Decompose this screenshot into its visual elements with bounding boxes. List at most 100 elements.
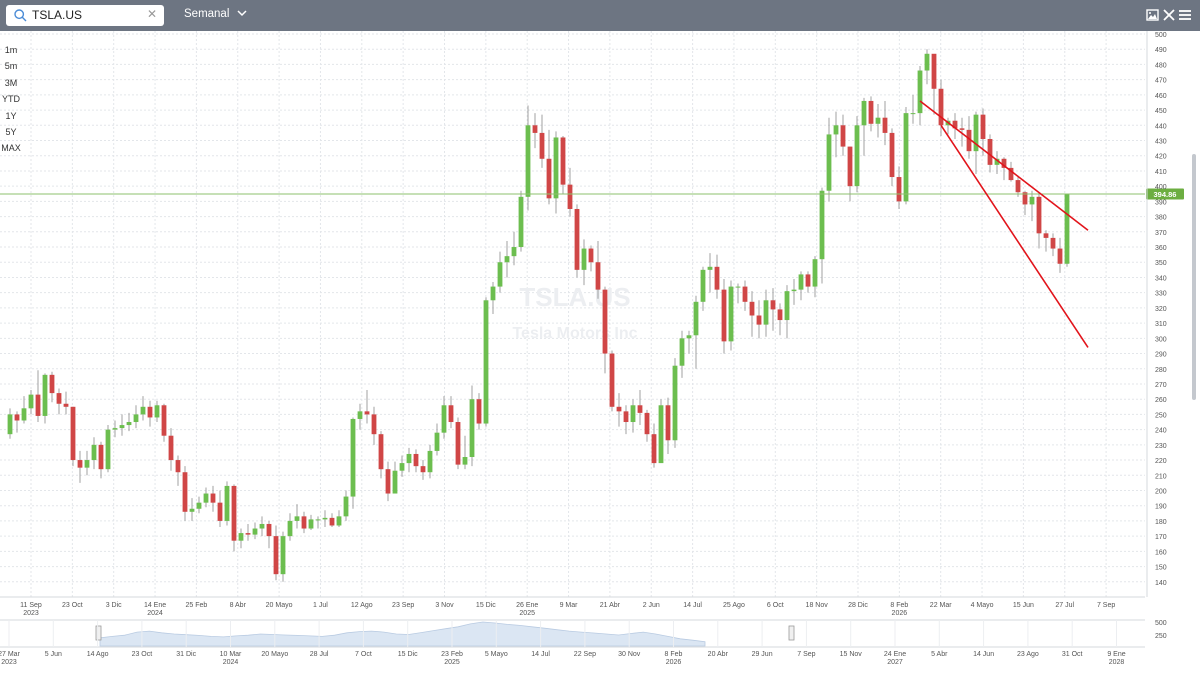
candle [238,528,244,549]
candle [931,53,937,115]
candle [105,425,111,473]
navigator-x-label: 27 Mar [0,651,21,658]
candle-body [588,248,594,263]
range-5m[interactable]: 5m [4,61,18,72]
y-tick-label: 320 [1155,306,1167,313]
candle-body [707,266,713,270]
y-tick-label: 230 [1155,443,1167,450]
candle [378,431,384,479]
candle [483,297,489,427]
navigator-handle-left[interactable] [95,625,102,641]
candle-body [294,516,300,521]
range-3m[interactable]: 3M [4,77,18,88]
candle-body [511,247,517,257]
x-tick-label: 9 Mar [560,602,579,609]
candle-body [322,517,328,520]
image-icon[interactable] [1144,6,1162,24]
candle-body [70,406,76,461]
navigator-handle-right[interactable] [788,625,795,641]
candle [553,131,559,214]
x-tick-year: 2026 [892,610,908,617]
candle [903,107,909,205]
navigator-x-label: 31 Dic [176,651,196,658]
candle [602,286,608,374]
y-tick-label: 270 [1155,382,1167,389]
candle [581,239,587,286]
candle-body [105,429,111,470]
navigator-x-label: 24 Ene [884,651,906,658]
candle-body [833,125,839,135]
range-buttons: 1m 5m 3M YTD 1Y 5Y MAX [0,42,22,157]
x-tick-label: 25 Feb [186,602,208,609]
range-max[interactable]: MAX [1,143,21,154]
y-tick-label: 180 [1155,519,1167,526]
y-tick-label: 300 [1155,336,1167,343]
candle [308,514,314,531]
x-tick-label: 23 Oct [62,602,83,609]
candle-body [959,128,965,130]
navigator-x-label: 7 Sep [797,651,815,658]
candle-body [784,291,790,321]
range-5y[interactable]: 5Y [5,126,17,137]
symbol-input[interactable]: TSLA.US [32,8,83,22]
candle [1050,233,1056,257]
candle-body [854,125,860,187]
candle-body [154,405,160,418]
candle [28,390,34,415]
candle-body [497,262,503,287]
range-1m[interactable]: 1m [4,45,18,55]
candle-body [805,274,811,287]
candle-body [1001,158,1007,168]
candle-body [224,485,230,521]
candle-body [91,444,97,461]
candle-body [602,289,608,354]
vertical-scrollbar[interactable] [1192,154,1196,400]
candle [84,450,90,476]
candle-body [952,120,958,129]
range-ytd[interactable]: YTD [2,94,20,105]
navigator-x-label: 30 Nov [618,651,641,658]
candle [315,516,321,529]
y-tick-label: 250 [1155,412,1167,419]
candle [133,405,139,429]
candle [707,253,713,293]
candle-body [994,158,1000,165]
candle-body [721,289,727,342]
candle [770,288,776,331]
close-icon[interactable] [1160,6,1178,24]
y-tick-label: 310 [1155,321,1167,328]
period-select[interactable]: Semanal [184,8,247,20]
candle-body [413,453,419,467]
y-axis: 140 150 160 170 180 190 200 210 220 230 240 250 260 2… [1146,31,1167,597]
candle-body [693,301,699,336]
candle [392,461,398,494]
candle [973,111,979,174]
candle [147,400,153,427]
candle-body [336,516,342,526]
candle [588,245,594,272]
candle-body [196,502,202,509]
candle-body [147,406,153,418]
symbol-search[interactable]: TSLA.US ✕ [6,5,164,26]
candle [805,271,811,293]
candle [917,65,923,126]
navigator-x-label: 20 Mayo [261,651,288,658]
y-tick-label: 410 [1155,169,1167,176]
navigator-x-label: 7 Oct [355,651,372,658]
navigator-x-year: 2028 [1109,659,1125,666]
candle-body [756,315,762,325]
menu-icon[interactable] [1176,6,1194,24]
candle-body [742,286,748,302]
candle [203,487,209,508]
candle [630,399,636,433]
navigator-series [99,621,706,647]
x-tick-label: 26 Ene [516,602,538,609]
candle-body [973,114,979,152]
navigator-x-label: 31 Oct [1062,651,1083,658]
range-1y[interactable]: 1Y [5,110,17,121]
candle [490,282,496,314]
candle-body [903,113,909,202]
clear-icon[interactable]: ✕ [146,7,157,21]
y-tick-label: 440 [1155,123,1167,130]
candle-body [539,132,545,159]
